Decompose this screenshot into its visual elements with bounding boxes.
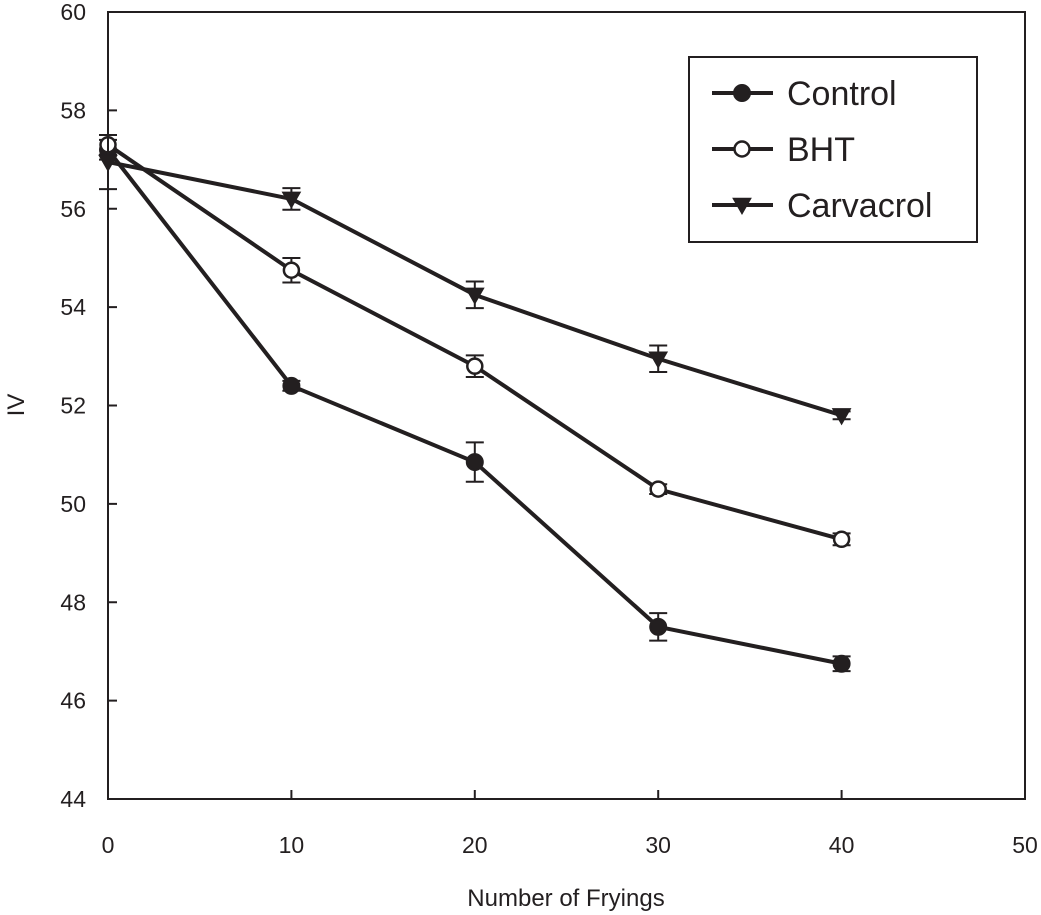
legend-marker-bht	[733, 140, 751, 158]
data-point-control	[832, 654, 851, 673]
legend: Control BHT Carvacrol	[688, 56, 978, 243]
data-point-bht	[649, 480, 667, 498]
y-tick-label: 58	[60, 97, 86, 123]
legend-label: Control	[787, 75, 897, 113]
data-point-carvacrol	[648, 351, 669, 369]
data-point-carvacrol	[464, 287, 485, 305]
x-tick-label: 0	[102, 832, 115, 858]
y-tick-label: 44	[60, 786, 86, 812]
data-point-control	[465, 453, 484, 472]
legend-label: BHT	[787, 131, 855, 169]
y-tick-label: 46	[60, 688, 86, 714]
legend-item-control: Control	[712, 75, 897, 113]
legend-item-bht: BHT	[712, 131, 855, 169]
data-point-bht	[282, 261, 301, 279]
data-point-carvacrol	[281, 191, 302, 209]
y-tick-label: 48	[60, 589, 86, 615]
y-axis-title: IV	[3, 394, 30, 417]
y-tick-label: 52	[60, 393, 86, 419]
legend-label: Carvacrol	[787, 187, 932, 225]
y-tick-label: 60	[60, 0, 86, 25]
data-point-bht	[466, 357, 484, 375]
data-point-carvacrol	[831, 408, 852, 426]
series-layer	[98, 133, 852, 673]
legend-items: Control BHT Carvacrol	[712, 75, 932, 225]
y-tick-label: 56	[60, 196, 86, 222]
y-tick-label: 50	[60, 491, 86, 517]
y-axis-ticks: 44 46 48 50 52 54 56 58 60	[60, 0, 117, 812]
data-point-control	[282, 376, 301, 395]
x-tick-label: 30	[645, 832, 671, 858]
data-point-carvacrol	[98, 154, 118, 173]
data-point-bht	[832, 530, 851, 549]
x-tick-label: 40	[829, 832, 855, 858]
data-point-control	[649, 617, 668, 636]
legend-marker-carvacrol	[732, 197, 752, 216]
x-axis-title: Number of Fryings	[467, 885, 664, 912]
x-tick-label: 10	[279, 832, 305, 858]
x-tick-label: 20	[462, 832, 488, 858]
series-bht	[99, 133, 851, 549]
legend-marker-control	[733, 84, 751, 102]
legend-item-carvacrol: Carvacrol	[712, 187, 932, 225]
y-tick-label: 54	[60, 294, 86, 320]
x-axis-ticks: 0 10 20 30 40 50	[102, 790, 1038, 858]
series-carvacrol	[98, 133, 852, 426]
x-tick-label: 50	[1012, 832, 1038, 858]
